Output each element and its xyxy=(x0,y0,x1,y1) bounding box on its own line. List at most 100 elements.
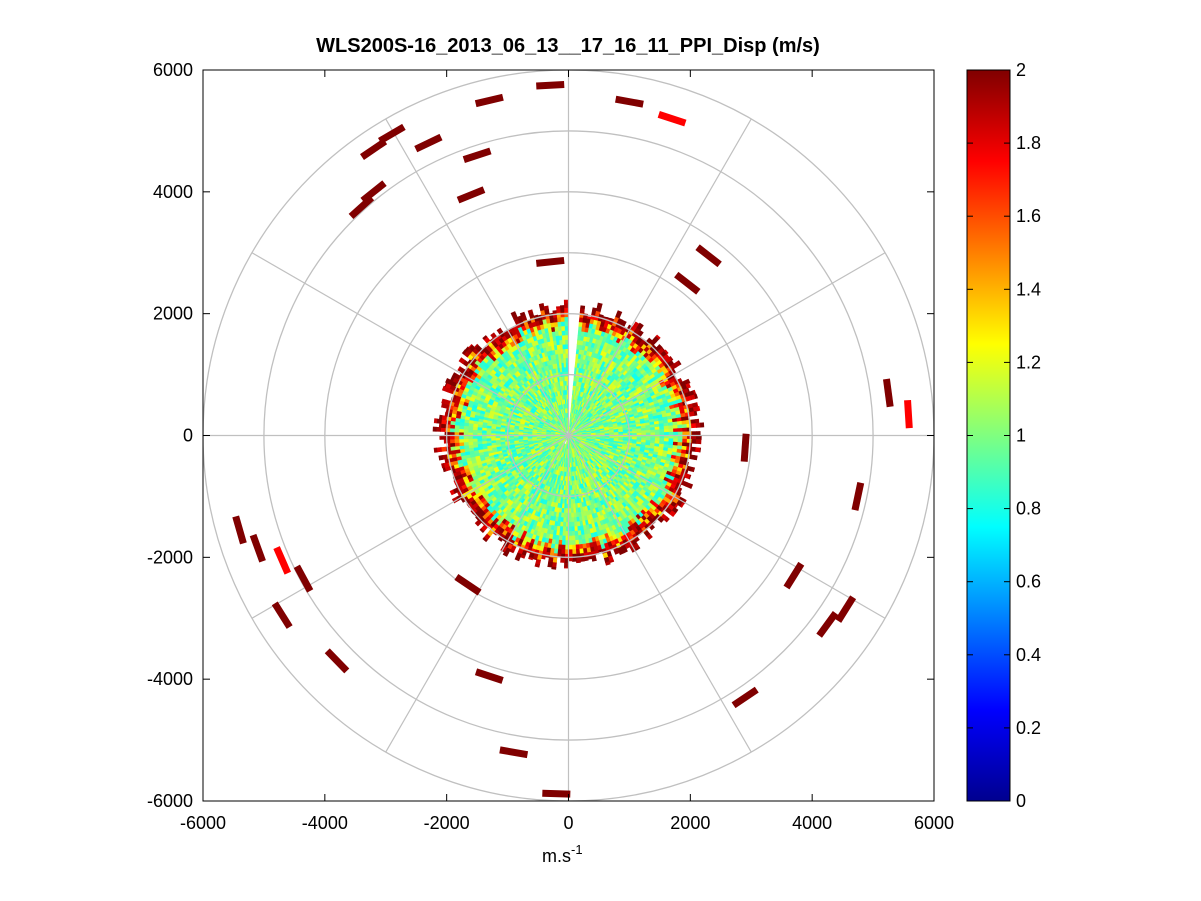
scan-cell xyxy=(639,322,644,327)
scan-cell xyxy=(616,310,623,315)
scan-cell xyxy=(691,439,697,444)
scan-cell xyxy=(441,398,447,405)
scan-cell xyxy=(548,556,554,563)
scan-cell xyxy=(587,556,593,560)
scan-cell xyxy=(571,544,577,551)
scan-cell xyxy=(436,447,442,453)
scan-cell xyxy=(444,438,451,444)
scan-cell xyxy=(696,431,701,436)
scan-cell xyxy=(570,517,575,523)
scan-cell xyxy=(560,549,566,555)
scan-cell xyxy=(571,530,576,537)
scan-cell xyxy=(672,424,679,430)
scan-cell xyxy=(659,429,665,433)
scan-cell xyxy=(693,410,698,416)
scan-cell xyxy=(679,502,685,508)
scan-cell xyxy=(697,405,701,412)
scan-cell xyxy=(695,447,701,453)
scan-cell xyxy=(677,438,684,444)
scan-cell xyxy=(458,441,465,447)
scan-cell xyxy=(467,438,474,443)
scan-cell xyxy=(700,435,702,441)
scan-cell xyxy=(571,549,577,555)
scan-cell xyxy=(438,414,443,420)
scan-cell xyxy=(575,544,580,550)
scan-cell xyxy=(571,535,576,541)
scan-cell xyxy=(699,447,702,453)
scan-cell xyxy=(449,438,455,444)
scan-cell xyxy=(481,437,487,442)
scan-cell xyxy=(563,563,569,569)
scan-cell xyxy=(597,302,603,308)
scan-cell xyxy=(695,418,700,424)
scan-cell xyxy=(669,355,674,361)
scan-cell xyxy=(560,558,565,563)
scan-cell xyxy=(575,548,581,555)
scan-cell xyxy=(449,442,456,448)
scan-cell xyxy=(444,411,448,417)
scan-cell xyxy=(472,438,478,442)
scan-cell xyxy=(641,430,647,434)
scan-cell xyxy=(677,424,683,429)
scan-cell xyxy=(668,428,674,433)
scan-cell xyxy=(686,438,693,444)
scan-cell xyxy=(570,508,574,514)
scan-cell xyxy=(663,428,670,433)
scan-cell xyxy=(438,455,444,461)
scan-cell xyxy=(664,349,669,355)
scan-cell xyxy=(440,423,447,429)
scan-cell xyxy=(689,483,694,490)
scan-cell xyxy=(551,566,557,570)
scan-cell xyxy=(453,438,460,444)
scan-cell xyxy=(688,474,692,480)
scan-cell xyxy=(693,455,698,461)
scan-cell xyxy=(579,557,585,562)
scan-cell xyxy=(458,438,464,443)
scan-cell xyxy=(433,418,438,424)
scan-cell xyxy=(547,561,553,568)
scan-cell xyxy=(655,334,661,340)
scan-cell xyxy=(586,316,592,320)
scan-cell xyxy=(463,438,469,443)
scan-cell xyxy=(560,553,566,560)
scan-cell xyxy=(690,442,693,448)
scan-cell xyxy=(574,539,580,546)
scan-cell xyxy=(432,426,437,432)
scan-cell xyxy=(440,427,446,432)
chart-title: WLS200S-16_2013_06_13__17_16_11_PPI_Disp… xyxy=(316,35,820,57)
scan-cell xyxy=(440,446,447,452)
scan-cell xyxy=(560,544,566,551)
scan-cell xyxy=(694,393,698,399)
scan-cell xyxy=(620,319,627,326)
scan-cell xyxy=(690,466,696,473)
scan-cell xyxy=(580,305,586,309)
scan-cell xyxy=(690,419,697,425)
scan-cell xyxy=(695,439,702,445)
scan-cell xyxy=(700,422,705,428)
scan-cell xyxy=(575,557,581,564)
scan-cell xyxy=(571,526,575,532)
scan-cell xyxy=(571,553,577,560)
scan-cell xyxy=(686,427,690,433)
scan-cell xyxy=(449,427,455,433)
scan-cell xyxy=(433,447,438,453)
scan-cell xyxy=(453,427,460,433)
scan-cell xyxy=(650,429,656,434)
scan-cell xyxy=(672,368,677,374)
scan-cell xyxy=(685,416,689,421)
scan-cell xyxy=(696,435,702,441)
scan-cell xyxy=(682,438,688,444)
scan-cell xyxy=(690,423,697,429)
scan-cell xyxy=(681,423,688,429)
scan-cell xyxy=(454,442,460,447)
scan-cell xyxy=(673,428,679,433)
scan-cell xyxy=(677,427,684,433)
scan-cell xyxy=(637,329,644,337)
scan-cell xyxy=(682,427,688,433)
scan-cell xyxy=(435,426,442,432)
scan-cell xyxy=(571,540,576,546)
scan-cell xyxy=(447,442,451,448)
scan-cell xyxy=(490,437,496,441)
scan-cell xyxy=(583,556,589,562)
